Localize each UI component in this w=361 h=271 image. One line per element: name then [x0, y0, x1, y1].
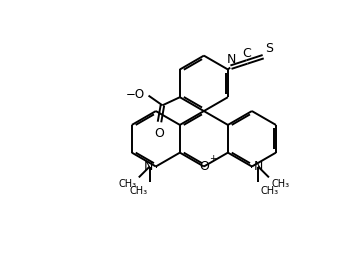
Text: CH₃: CH₃	[129, 186, 147, 196]
Text: N: N	[144, 160, 153, 173]
Text: N: N	[226, 53, 236, 66]
Text: CH₃: CH₃	[118, 179, 136, 189]
Text: −O: −O	[126, 88, 145, 101]
Text: S: S	[265, 42, 274, 55]
Text: CH₃: CH₃	[260, 186, 278, 196]
Text: CH₃: CH₃	[271, 179, 290, 189]
Text: +: +	[209, 154, 217, 163]
Text: N: N	[254, 160, 264, 173]
Text: O: O	[199, 160, 209, 173]
Text: O: O	[154, 127, 164, 140]
Text: C: C	[243, 47, 252, 60]
